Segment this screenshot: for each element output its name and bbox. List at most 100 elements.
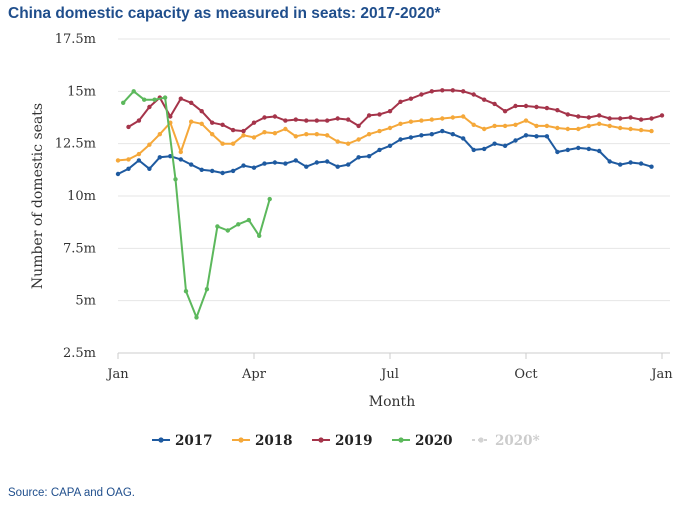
- data-point: [387, 109, 393, 114]
- legend-item-2020-star[interactable]: 2020*: [472, 433, 540, 449]
- legend-item-2017[interactable]: 2017: [152, 433, 213, 449]
- data-point: [607, 123, 612, 129]
- data-point: [429, 89, 434, 94]
- legend-swatch-dot: [238, 437, 244, 443]
- data-point: [304, 118, 309, 123]
- data-point: [492, 141, 497, 146]
- x-axis: Jan Apr Jul Oct Jan: [105, 352, 673, 382]
- data-point: [267, 196, 272, 202]
- data-point: [565, 126, 570, 132]
- data-point: [262, 161, 267, 166]
- data-point: [162, 95, 168, 100]
- series-2019: [126, 88, 665, 134]
- data-point: [618, 125, 623, 131]
- data-point: [408, 135, 414, 140]
- data-point: [659, 113, 665, 118]
- data-point: [178, 96, 183, 101]
- data-point: [618, 116, 623, 121]
- data-point: [628, 160, 633, 165]
- data-point: [450, 115, 455, 120]
- data-point: [157, 132, 162, 137]
- x-tick-label: Jan: [105, 367, 129, 382]
- data-point: [346, 117, 351, 122]
- data-point: [204, 287, 210, 292]
- series-line: [122, 90, 271, 319]
- data-point: [325, 159, 330, 164]
- legend-label: 2020*: [495, 433, 540, 449]
- data-point: [257, 233, 262, 238]
- data-point: [136, 118, 142, 123]
- series-2018: [115, 114, 654, 163]
- data-point: [251, 135, 257, 140]
- data-point: [471, 147, 476, 153]
- legend-label: 2017: [175, 433, 213, 449]
- data-point: [168, 114, 173, 119]
- x-tick-label: Jan: [649, 367, 673, 382]
- data-point: [628, 115, 633, 120]
- legend-item-2019[interactable]: 2019: [312, 433, 373, 449]
- data-point: [189, 119, 194, 124]
- data-point: [115, 158, 121, 163]
- data-point: [534, 104, 539, 110]
- data-point: [513, 103, 518, 109]
- y-axis-ticks: 2.5m 5m 7.5m 10m 12.5m 15m 17.5m: [55, 32, 96, 361]
- data-point: [225, 228, 230, 233]
- data-point: [194, 315, 199, 320]
- data-point: [168, 154, 173, 159]
- data-point: [220, 141, 225, 146]
- y-tick-label: 2.5m: [63, 346, 96, 361]
- data-point: [189, 100, 194, 106]
- data-point: [115, 171, 121, 177]
- data-point: [576, 126, 581, 132]
- data-point: [325, 133, 330, 138]
- data-point: [649, 128, 654, 134]
- data-point: [523, 133, 529, 138]
- data-point: [314, 160, 319, 165]
- y-axis-title: Number of domestic seats: [30, 103, 46, 289]
- data-point: [121, 100, 126, 106]
- data-point: [126, 157, 131, 162]
- data-point: [586, 123, 591, 129]
- data-point: [377, 147, 382, 153]
- data-point: [293, 134, 298, 139]
- data-point: [241, 133, 246, 138]
- data-point: [534, 123, 539, 129]
- data-point: [189, 162, 194, 167]
- x-tick-label: Apr: [241, 367, 267, 382]
- legend-swatch-dot: [158, 437, 164, 443]
- y-tick-label: 7.5m: [63, 241, 96, 256]
- x-tick-label: Jul: [379, 367, 399, 382]
- data-point: [419, 133, 424, 138]
- series-lines: [115, 88, 665, 320]
- legend-item-2018[interactable]: 2018: [232, 433, 293, 449]
- data-point: [398, 137, 403, 142]
- data-point: [210, 132, 215, 137]
- data-point: [534, 134, 539, 139]
- data-point: [178, 149, 183, 155]
- legend-swatch-dot: [318, 437, 324, 443]
- data-point: [440, 116, 445, 121]
- data-point: [246, 217, 251, 223]
- data-point: [236, 222, 241, 227]
- data-point: [638, 117, 644, 122]
- data-point: [356, 137, 361, 142]
- data-point: [215, 224, 220, 229]
- data-point: [210, 120, 215, 125]
- data-point: [325, 118, 330, 123]
- data-point: [576, 145, 581, 151]
- data-point: [461, 89, 466, 94]
- legend-item-2020[interactable]: 2020: [392, 433, 453, 449]
- data-point: [314, 132, 319, 137]
- y-tick-label: 5m: [75, 294, 96, 309]
- data-point: [482, 146, 487, 152]
- x-tick-label: Oct: [514, 367, 538, 382]
- data-point: [178, 157, 183, 162]
- legend-swatch-dot: [398, 437, 404, 443]
- data-point: [387, 143, 393, 148]
- data-point: [251, 120, 257, 125]
- data-point: [283, 118, 288, 123]
- series-2017: [115, 128, 654, 177]
- data-point: [502, 123, 508, 129]
- data-point: [335, 116, 340, 121]
- data-point: [649, 116, 654, 121]
